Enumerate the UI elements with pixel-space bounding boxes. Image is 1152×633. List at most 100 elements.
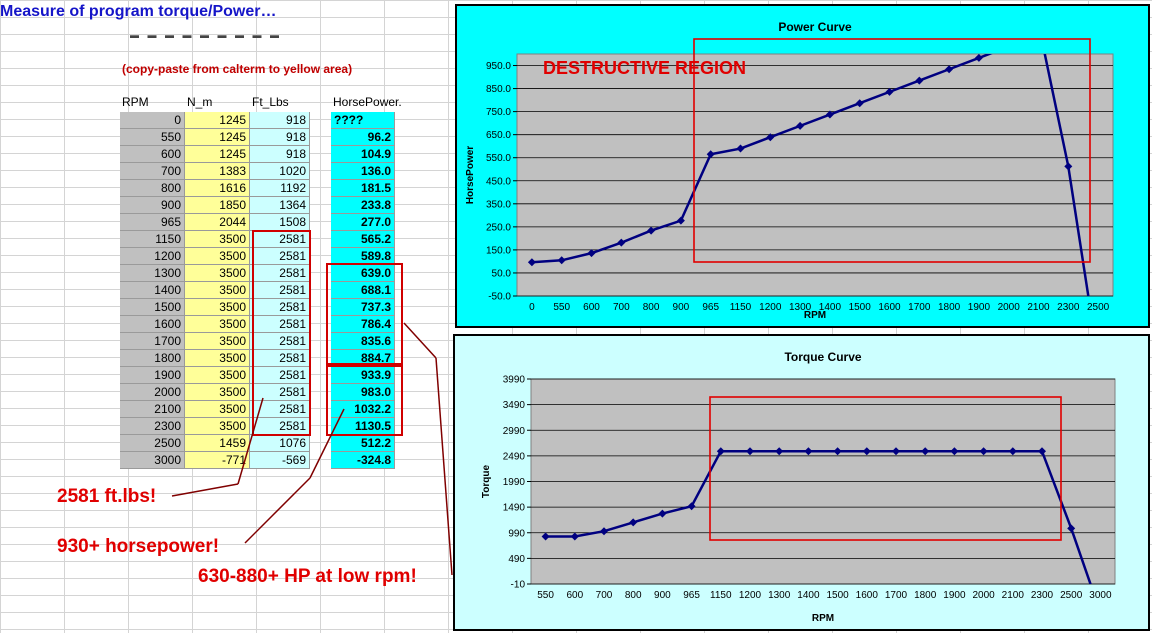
header-ftlbs[interactable]: Ft_Lbs	[252, 95, 289, 109]
table-cell-ftlbs[interactable]: 2581	[250, 282, 310, 299]
table-cell-horsepower[interactable]: 983.0	[331, 384, 395, 401]
table-cell-rpm[interactable]: 1150	[120, 231, 185, 248]
table-cell-horsepower[interactable]: 786.4	[331, 316, 395, 333]
table-cell-horsepower[interactable]: 512.2	[331, 435, 395, 452]
table-cell-horsepower[interactable]: 688.1	[331, 282, 395, 299]
table-cell-ftlbs[interactable]: 918	[250, 112, 310, 129]
table-cell-nm[interactable]: 3500	[185, 384, 250, 401]
table-cell-rpm[interactable]: 1700	[120, 333, 185, 350]
table-cell-ftlbs[interactable]: 918	[250, 146, 310, 163]
data-point	[570, 532, 579, 541]
table-cell-rpm[interactable]: 600	[120, 146, 185, 163]
table-cell-nm[interactable]: -771	[185, 452, 250, 469]
power-chart[interactable]: Power Curve -50.0 50.0 150.0 250.0 350.0 450.0…	[455, 4, 1150, 328]
table-cell-nm[interactable]: 3500	[185, 401, 250, 418]
table-cell-rpm[interactable]: 700	[120, 163, 185, 180]
table-cell-nm[interactable]: 3500	[185, 418, 250, 435]
x-tick-label: 1300	[789, 302, 812, 313]
table-cell-horsepower[interactable]: 1130.5	[331, 418, 395, 435]
copy-paste-note[interactable]: (copy-paste from calterm to yellow area)	[122, 62, 353, 76]
table-cell-ftlbs[interactable]: -569	[250, 452, 310, 469]
table-cell-rpm[interactable]: 800	[120, 180, 185, 197]
x-tick-label: 2000	[998, 302, 1021, 313]
table-cell-rpm[interactable]: 2300	[120, 418, 185, 435]
table-cell-horsepower[interactable]: 565.2	[331, 231, 395, 248]
y-axis-label: HorsePower	[465, 146, 476, 204]
table-cell-horsepower[interactable]: 96.2	[331, 129, 395, 146]
table-cell-horsepower[interactable]: 933.9	[331, 367, 395, 384]
data-point	[736, 144, 745, 153]
table-cell-nm[interactable]: 3500	[185, 333, 250, 350]
table-cell-nm[interactable]: 1616	[185, 180, 250, 197]
table-cell-horsepower[interactable]: 233.8	[331, 197, 395, 214]
table-cell-ftlbs[interactable]: 1364	[250, 197, 310, 214]
table-cell-ftlbs[interactable]: 2581	[250, 418, 310, 435]
table-cell-ftlbs[interactable]: 2581	[250, 367, 310, 384]
table-cell-ftlbs[interactable]: 2581	[250, 299, 310, 316]
table-cell-rpm[interactable]: 2100	[120, 401, 185, 418]
table-cell-nm[interactable]: 1850	[185, 197, 250, 214]
header-nm[interactable]: N_m	[187, 95, 213, 109]
table-cell-rpm[interactable]: 1500	[120, 299, 185, 316]
table-cell-nm[interactable]: 3500	[185, 350, 250, 367]
table-cell-rpm[interactable]: 1800	[120, 350, 185, 367]
table-cell-horsepower[interactable]: 277.0	[331, 214, 395, 231]
y-axis-label: Torque	[481, 464, 492, 498]
x-tick-label: 800	[625, 590, 642, 601]
table-cell-ftlbs[interactable]: 2581	[250, 316, 310, 333]
table-cell-horsepower[interactable]: -324.8	[331, 452, 395, 469]
table-cell-ftlbs[interactable]: 2581	[250, 401, 310, 418]
table-cell-ftlbs[interactable]: 918	[250, 129, 310, 146]
table-cell-nm[interactable]: 1245	[185, 112, 250, 129]
table-cell-nm[interactable]: 2044	[185, 214, 250, 231]
table-cell-nm[interactable]: 3500	[185, 248, 250, 265]
table-cell-horsepower[interactable]: 1032.2	[331, 401, 395, 418]
table-cell-nm[interactable]: 3500	[185, 265, 250, 282]
table-cell-nm[interactable]: 3500	[185, 367, 250, 384]
table-cell-ftlbs[interactable]: 1020	[250, 163, 310, 180]
table-cell-rpm[interactable]: 1400	[120, 282, 185, 299]
table-cell-nm[interactable]: 3500	[185, 316, 250, 333]
table-cell-horsepower[interactable]: 835.6	[331, 333, 395, 350]
table-cell-rpm[interactable]: 1900	[120, 367, 185, 384]
table-cell-ftlbs[interactable]: 1192	[250, 180, 310, 197]
callout-low-rpm: 630-880+ HP at low rpm!	[198, 566, 417, 587]
table-cell-rpm[interactable]: 1600	[120, 316, 185, 333]
x-tick-label: 1500	[849, 302, 872, 313]
table-cell-rpm[interactable]: 550	[120, 129, 185, 146]
table-cell-ftlbs[interactable]: 2581	[250, 248, 310, 265]
table-cell-rpm[interactable]: 3000	[120, 452, 185, 469]
table-cell-ftlbs[interactable]: 2581	[250, 333, 310, 350]
table-cell-nm[interactable]: 3500	[185, 231, 250, 248]
table-cell-horsepower[interactable]: 104.9	[331, 146, 395, 163]
destructive-region-label: DESTRUCTIVE REGION	[543, 58, 746, 78]
table-cell-horsepower[interactable]: 181.5	[331, 180, 395, 197]
table-cell-horsepower[interactable]: 737.3	[331, 299, 395, 316]
table-cell-nm[interactable]: 1383	[185, 163, 250, 180]
table-cell-nm[interactable]: 3500	[185, 299, 250, 316]
table-cell-horsepower[interactable]: ????	[331, 112, 395, 129]
table-cell-horsepower[interactable]: 639.0	[331, 265, 395, 282]
header-horsepower[interactable]: HorsePower.	[333, 95, 402, 109]
table-cell-nm[interactable]: 1245	[185, 146, 250, 163]
table-cell-rpm[interactable]: 0	[120, 112, 185, 129]
table-cell-horsepower[interactable]: 136.0	[331, 163, 395, 180]
table-cell-rpm[interactable]: 965	[120, 214, 185, 231]
table-cell-nm[interactable]: 1245	[185, 129, 250, 146]
table-cell-ftlbs[interactable]: 2581	[250, 384, 310, 401]
table-cell-rpm[interactable]: 1300	[120, 265, 185, 282]
table-cell-rpm[interactable]: 2500	[120, 435, 185, 452]
table-cell-nm[interactable]: 1459	[185, 435, 250, 452]
table-cell-ftlbs[interactable]: 1508	[250, 214, 310, 231]
torque-chart[interactable]: Torque Curve -10 490 990 1490 1990 2490 2990 349…	[453, 334, 1150, 631]
table-cell-nm[interactable]: 3500	[185, 282, 250, 299]
header-rpm[interactable]: RPM	[122, 95, 149, 109]
table-cell-rpm[interactable]: 900	[120, 197, 185, 214]
table-cell-rpm[interactable]: 1200	[120, 248, 185, 265]
table-cell-ftlbs[interactable]: 1076	[250, 435, 310, 452]
table-cell-horsepower[interactable]: 884.7	[331, 350, 395, 367]
table-cell-ftlbs[interactable]: 2581	[250, 265, 310, 282]
x-tick-label: 700	[596, 590, 613, 601]
sheet-title[interactable]: Measure of program torque/Power…	[0, 3, 277, 20]
table-cell-rpm[interactable]: 2000	[120, 384, 185, 401]
